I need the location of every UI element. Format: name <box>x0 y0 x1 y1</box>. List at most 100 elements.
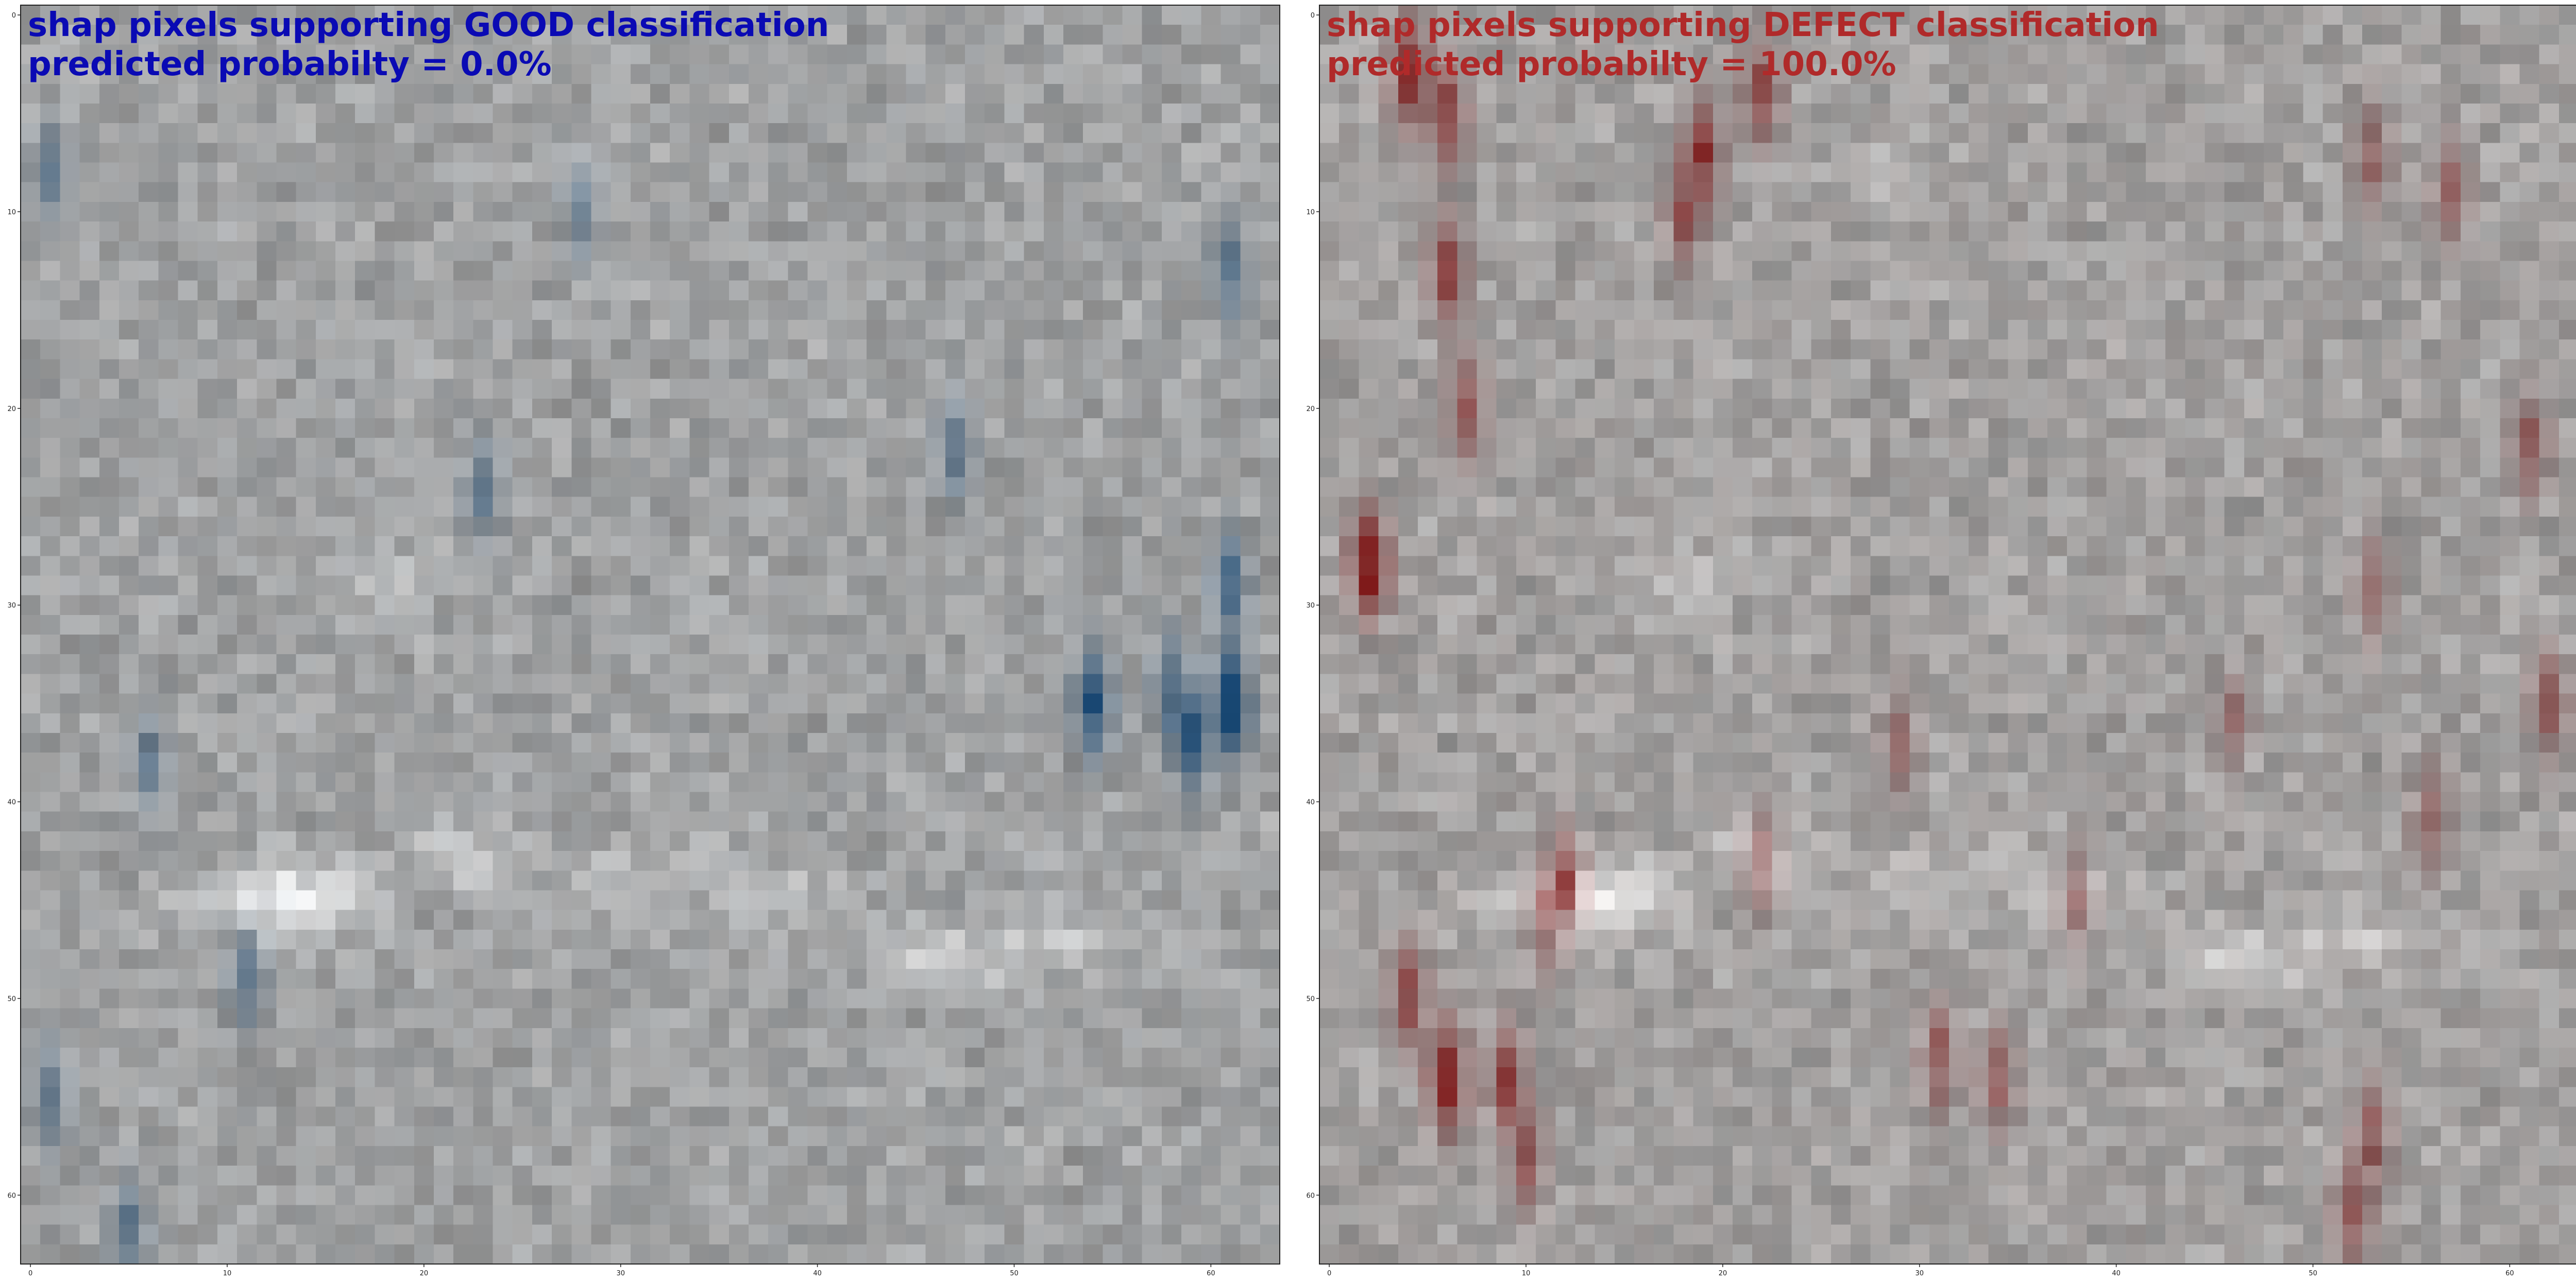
heatmap-cell <box>1161 201 1182 222</box>
heatmap-cell <box>748 201 769 222</box>
heatmap-cell <box>1221 890 1241 911</box>
heatmap-cell <box>512 221 533 242</box>
heatmap-cell <box>2480 162 2500 183</box>
heatmap-cell <box>768 988 788 1009</box>
heatmap-cell <box>906 929 926 950</box>
heatmap-cell <box>315 457 336 478</box>
heatmap-cell <box>1181 929 1201 950</box>
heatmap-cell <box>925 477 946 498</box>
heatmap-cell <box>1063 890 1083 911</box>
heatmap-cell <box>768 772 788 793</box>
heatmap-cell <box>2421 83 2442 104</box>
heatmap-cell <box>846 811 867 832</box>
heatmap-cell <box>945 221 965 242</box>
heatmap-cell <box>394 792 415 812</box>
heatmap-cell <box>1083 1106 1103 1127</box>
heatmap-cell <box>906 870 926 891</box>
heatmap-cell <box>867 123 887 143</box>
heatmap-cell <box>394 162 415 183</box>
heatmap-cell <box>728 83 749 104</box>
heatmap-cell <box>591 870 612 891</box>
heatmap-cell <box>1516 261 1536 281</box>
heatmap-cell <box>2362 143 2382 163</box>
heatmap-cell <box>768 969 788 989</box>
heatmap-cell <box>1181 753 1201 773</box>
heatmap-cell <box>21 438 41 458</box>
heatmap-cell <box>1851 83 1871 104</box>
heatmap-cell <box>1024 201 1044 222</box>
heatmap-cell <box>2342 5 2363 25</box>
heatmap-cell <box>571 1126 592 1147</box>
heatmap-cell <box>591 635 612 655</box>
heatmap-cell <box>1496 25 1517 45</box>
heatmap-cell <box>906 1087 926 1107</box>
heatmap-cell <box>40 831 60 851</box>
heatmap-cell <box>197 1185 218 1206</box>
heatmap-cell <box>925 241 946 262</box>
heatmap-cell <box>532 44 552 65</box>
heatmap-cell <box>965 575 985 596</box>
heatmap-cell <box>355 693 375 714</box>
heatmap-cell <box>1969 143 1989 163</box>
heatmap-cell <box>532 910 552 930</box>
heatmap-cell <box>827 1087 848 1107</box>
heatmap-cell <box>552 497 572 517</box>
heatmap-cell <box>1004 438 1025 458</box>
heatmap-cell <box>591 300 612 320</box>
heatmap-cell <box>867 1087 887 1107</box>
heatmap-cell <box>1142 497 1162 517</box>
heatmap-cell <box>158 635 179 655</box>
heatmap-cell <box>2145 182 2166 202</box>
heatmap-cell <box>886 536 907 556</box>
heatmap-cell <box>788 1028 808 1048</box>
heatmap-cell <box>867 64 887 84</box>
heatmap-cell <box>2224 143 2245 163</box>
heatmap-cell <box>276 635 297 655</box>
heatmap-cell <box>846 831 867 851</box>
heatmap-cell <box>1890 83 1910 104</box>
heatmap-cell <box>886 1146 907 1166</box>
heatmap-cell <box>925 497 946 517</box>
heatmap-cell <box>1417 143 1438 163</box>
heatmap-cell <box>2362 83 2382 104</box>
heatmap-cell <box>867 1166 887 1186</box>
heatmap-cell <box>945 83 965 104</box>
heatmap-cell <box>846 988 867 1009</box>
heatmap-cell <box>473 536 494 556</box>
heatmap-cell <box>276 5 297 25</box>
heatmap-cell <box>1103 1008 1123 1029</box>
heatmap-cell <box>2027 162 2048 183</box>
heatmap-cell <box>867 457 887 478</box>
heatmap-cell <box>1122 25 1143 45</box>
heatmap-cell <box>571 516 592 537</box>
heatmap-cell <box>1161 162 1182 183</box>
heatmap-cell <box>925 44 946 65</box>
heatmap-cell <box>1004 1185 1025 1206</box>
heatmap-cell <box>709 792 730 812</box>
heatmap-cell <box>1909 64 1930 84</box>
heatmap-cell <box>1122 280 1143 301</box>
heatmap-cell <box>1024 1047 1044 1068</box>
heatmap-cell <box>99 64 120 84</box>
axes-frame-good <box>20 5 1280 1265</box>
heatmap-cell <box>925 988 946 1009</box>
heatmap-cell <box>985 614 1005 635</box>
heatmap-cell <box>433 1008 454 1029</box>
heatmap-cell <box>1201 870 1222 891</box>
heatmap-cell <box>414 536 434 556</box>
heatmap-cell <box>670 969 690 989</box>
heatmap-cell <box>178 241 198 262</box>
heatmap-cell <box>1181 713 1201 733</box>
heatmap-cell <box>670 497 690 517</box>
heatmap-cell <box>670 1047 690 1068</box>
heatmap-cell <box>1161 398 1182 419</box>
heatmap-cell <box>670 792 690 812</box>
heatmap-cell <box>906 261 926 281</box>
heatmap-cell <box>689 379 710 399</box>
heatmap-cell <box>2460 221 2481 242</box>
heatmap-cell <box>748 811 769 832</box>
heatmap-cell <box>178 457 198 478</box>
heatmap-cell <box>40 870 60 891</box>
heatmap-cell <box>1142 929 1162 950</box>
heatmap-cell <box>237 103 257 124</box>
